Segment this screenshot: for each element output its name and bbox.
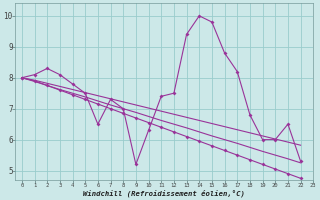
X-axis label: Windchill (Refroidissement éolien,°C): Windchill (Refroidissement éolien,°C): [84, 189, 245, 197]
